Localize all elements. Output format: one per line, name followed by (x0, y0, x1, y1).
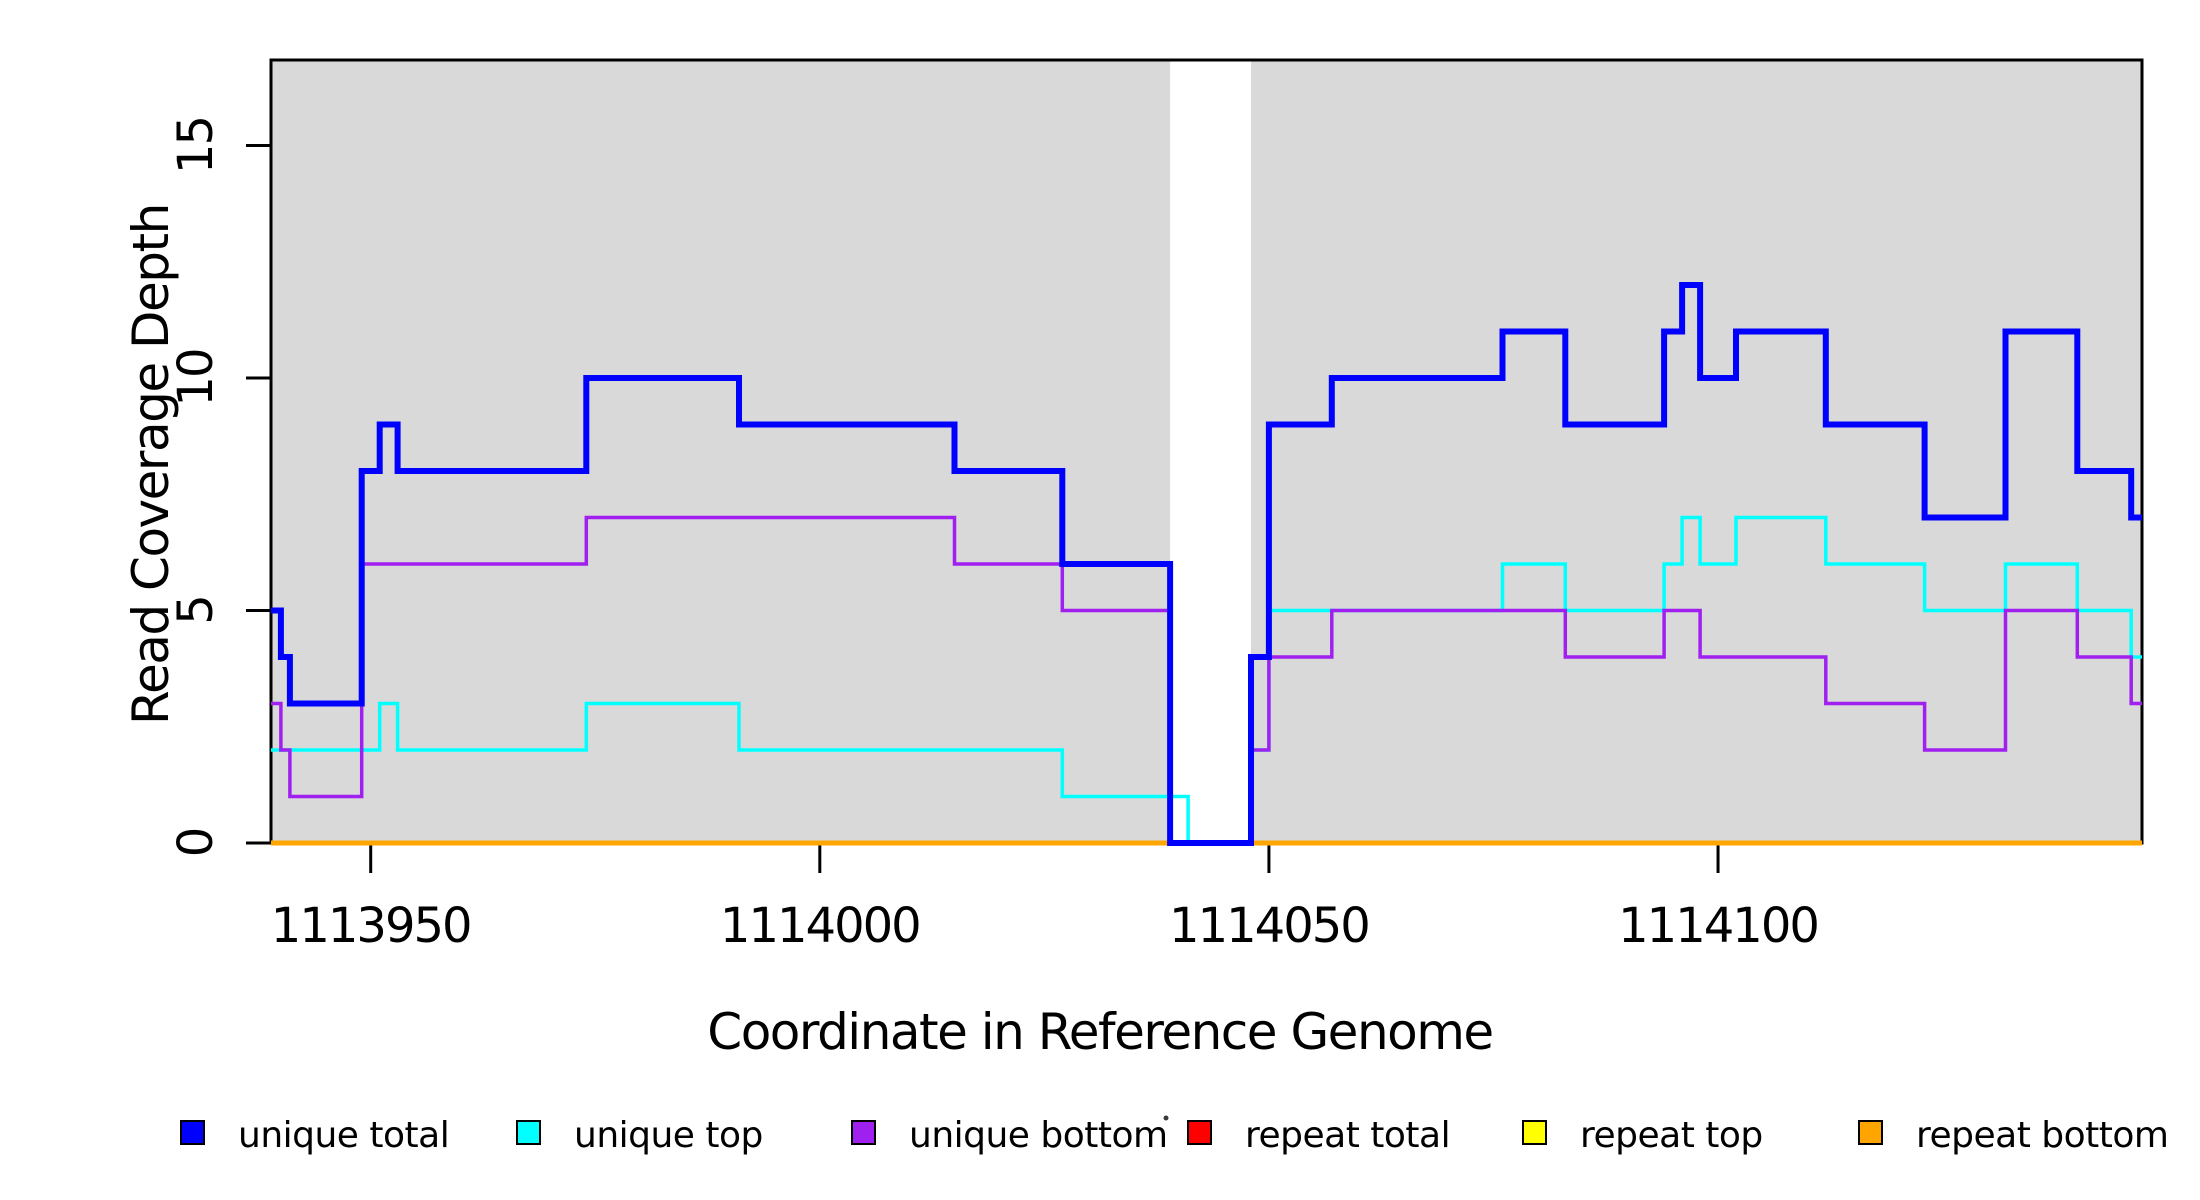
y-tick-label: 10 (168, 349, 224, 406)
series-unique-total (271, 282, 2142, 846)
x-tick-label: 1114100 (1618, 898, 1818, 954)
legend-label: repeat top (1580, 1115, 1763, 1156)
stray-dot (1163, 1115, 1169, 1121)
legend-label: unique top (574, 1115, 763, 1156)
y-tick-label: 0 (168, 829, 224, 858)
legend-label: repeat total (1245, 1115, 1451, 1156)
legend-label: unique bottom (909, 1115, 1168, 1156)
x-tick-label: 1114050 (1169, 898, 1369, 954)
legend-swatch-repeat-total (1187, 1120, 1212, 1145)
shaded-region (271, 60, 1171, 843)
legend-label: repeat bottom (1916, 1115, 2169, 1156)
legend-swatch-repeat-top (1522, 1120, 1547, 1145)
y-tick-label: 5 (168, 596, 224, 625)
series-unique-top (271, 515, 2142, 845)
legend: unique total unique top unique bottom repea… (0, 0, 2200, 1156)
legend-swatch-repeat-bottom (1858, 1120, 1883, 1145)
x-tick-label: 1113950 (271, 898, 471, 954)
legend-label: unique total (238, 1115, 450, 1156)
x-tick-label: 1114000 (720, 898, 920, 954)
x-axis-title: Coordinate in Reference Genome (707, 1003, 1494, 1061)
shaded-region (1250, 60, 2142, 843)
legend-swatch-unique-total (180, 1120, 205, 1145)
series-unique-bottom (271, 515, 2142, 845)
legend-swatch-unique-bottom (851, 1120, 876, 1145)
legend-swatch-unique-top (516, 1120, 541, 1145)
y-axis-title: Read Coverage Depth (122, 204, 180, 725)
y-tick-label: 15 (168, 117, 224, 174)
